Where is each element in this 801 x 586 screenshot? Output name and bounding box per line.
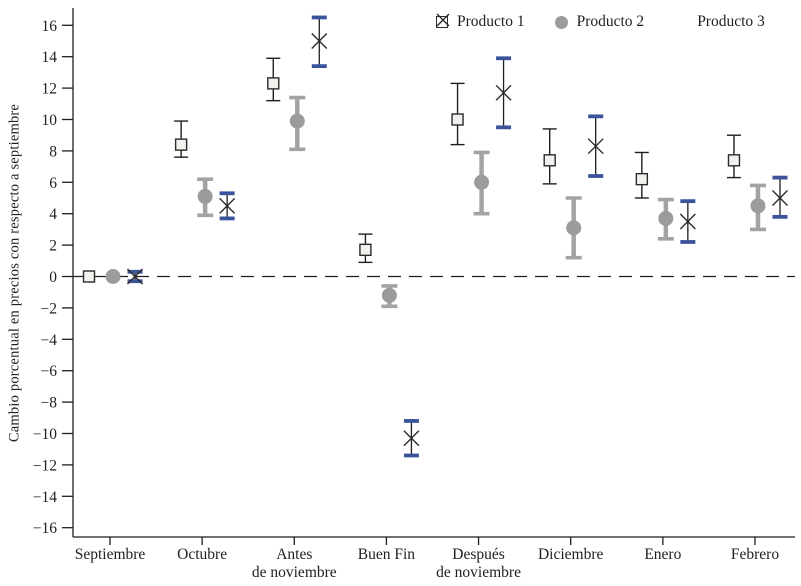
y-tick-label-4: 4 [49,206,57,223]
producto-3-marker-diciembre [587,138,604,155]
producto-2-marker-buen-fin [381,287,397,303]
producto-3-marker-febrero [771,190,788,206]
y-tick-label--6: −6 [41,363,58,380]
filled-circle-marker-icon [554,15,568,29]
producto-1-marker-septiembre [82,270,96,283]
producto-2-marker-septiembre [105,269,121,284]
producto-3-marker-octubre [219,197,236,214]
x-tick-label-diciembre: Diciembre [538,546,604,563]
producto-2-marker-febrero [750,198,766,214]
x-tick-label-enero: Enero [644,546,681,563]
producto-2-marker-diciembre [566,220,582,236]
x-tick-label-antes-de-noviembre: Antes [276,546,312,563]
y-tick-label--14: −14 [33,489,57,506]
producto-3-marker-enero [679,213,696,230]
legend: Producto 1 Producto 2 Producto 3 [436,13,765,31]
producto-1-marker-diciembre [543,154,556,167]
legend-item-producto-3: Producto 3 [436,13,765,31]
y-tick-label-12: 12 [42,81,58,98]
x-cross-marker-icon [436,13,688,29]
producto-3-marker-después-de-noviembre [495,84,512,101]
legend-label-producto-1: Producto 1 [457,13,525,30]
y-tick-label-6: 6 [49,175,57,192]
legend-item-producto-1: Producto 1 [436,13,525,31]
producto-3-marker-buen-fin [403,430,420,447]
y-tick-label-16: 16 [42,18,58,35]
y-axis-title: Cambio porcentual en precios con respect… [6,103,23,443]
producto-1-marker-febrero [727,154,741,167]
producto-3-marker-septiembre [127,268,143,285]
x-tick-label-septiembre: Septiembre [75,546,146,563]
y-tick-label-0: 0 [49,269,57,286]
producto-3-marker-antes-de-noviembre [311,33,328,49]
open-square-marker-icon [436,16,448,28]
y-tick-label--8: −8 [41,395,58,412]
producto-2-marker-enero [658,210,674,226]
producto-1-marker-antes-de-noviembre [267,77,280,90]
x-tick-label-después-de-noviembre: de noviembre [436,564,521,581]
producto-1-marker-buen-fin [359,243,372,257]
y-tick-label-14: 14 [42,49,58,66]
y-tick-label--12: −12 [33,457,57,474]
y-tick-label--4: −4 [41,332,58,349]
legend-item-producto-2: Producto 2 [554,13,645,31]
producto-2-marker-octubre [197,188,213,204]
legend-label-producto-3: Producto 3 [697,13,765,30]
y-tick-label-8: 8 [49,143,57,160]
y-tick-label--10: −10 [33,426,57,443]
x-tick-label-octubre: Octubre [177,546,227,563]
x-tick-label-buen-fin: Buen Fin [358,546,416,563]
producto-1-marker-después-de-noviembre [451,113,464,126]
producto-2-marker-antes-de-noviembre [289,113,305,129]
y-tick-label-2: 2 [49,238,57,255]
x-tick-label-febrero: Febrero [731,546,779,563]
x-tick-label-antes-de-noviembre: de noviembre [252,564,337,581]
producto-1-marker-enero [635,172,649,186]
producto-1-marker-octubre [174,138,188,151]
x-tick-label-después-de-noviembre: Después [452,546,505,563]
y-tick-label--2: −2 [41,300,58,317]
producto-2-marker-después-de-noviembre [474,174,490,190]
y-tick-label-10: 10 [42,112,58,129]
y-tick-label--16: −16 [33,520,57,537]
legend-label-producto-2: Producto 2 [576,13,645,30]
